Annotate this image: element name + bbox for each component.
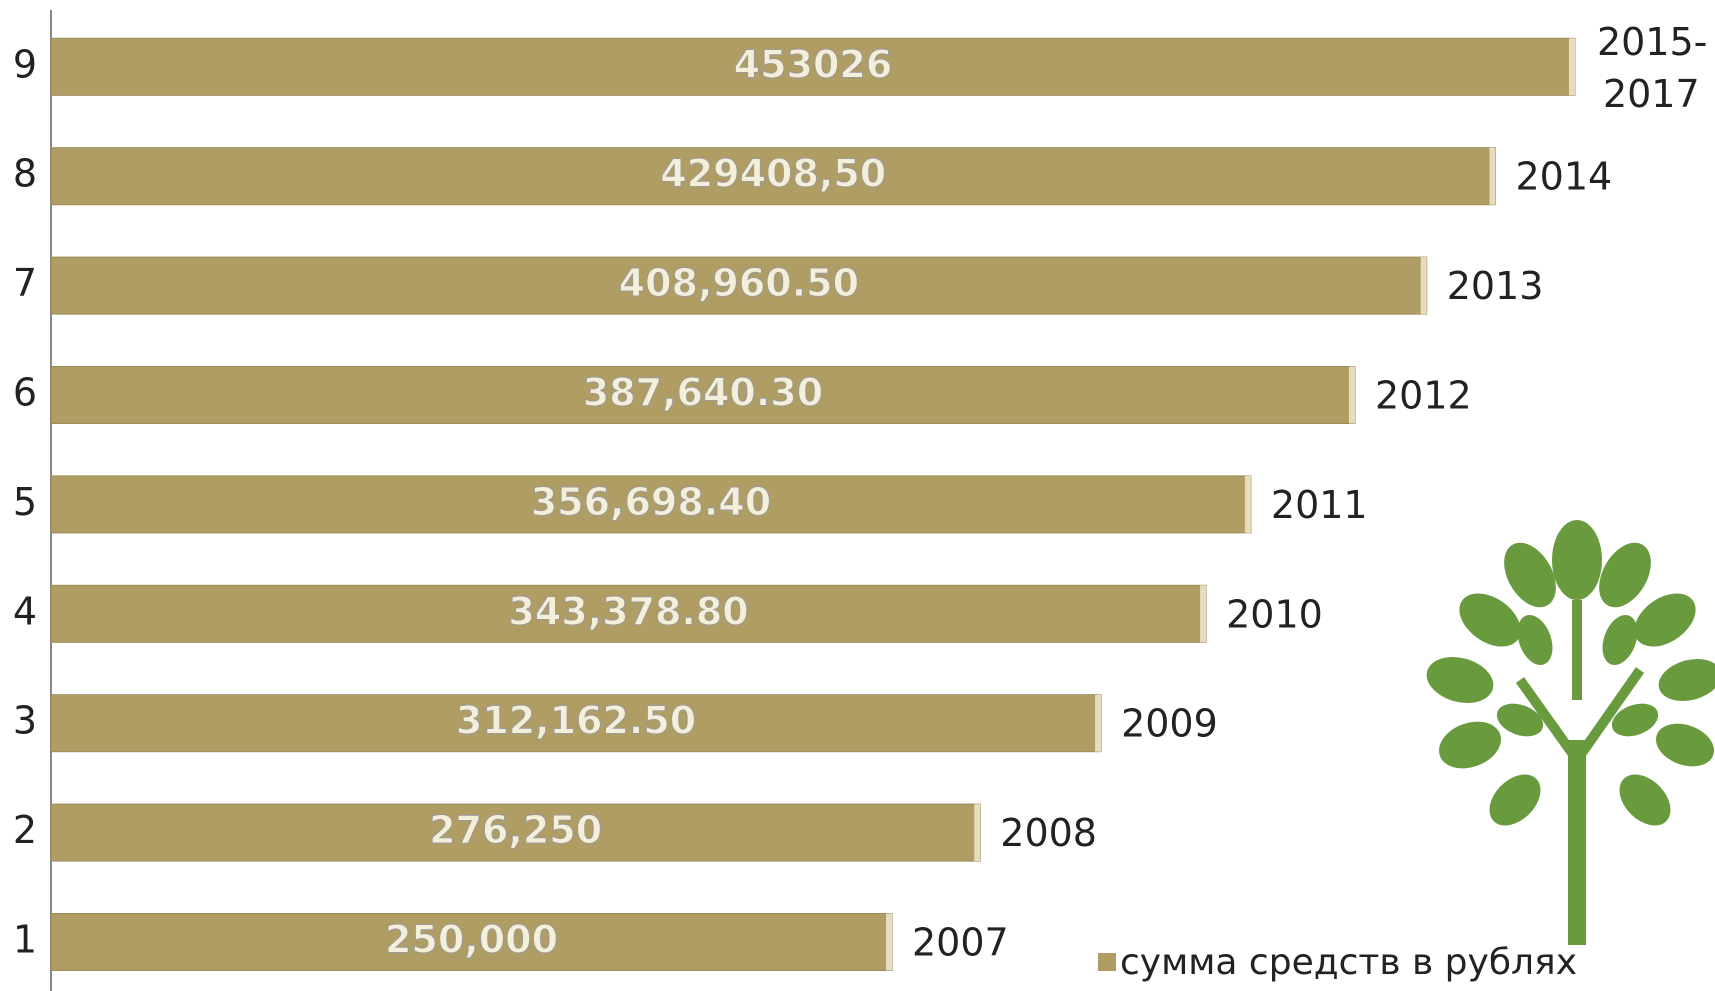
bar-highlight [1348, 366, 1355, 424]
value-label: 356,698.40 [531, 480, 771, 524]
y-tick-label: 8 [13, 152, 37, 196]
bar-highlight [885, 913, 892, 971]
y-tick-label: 4 [13, 589, 37, 633]
bar-highlight [1200, 585, 1207, 643]
bar-end-label: 2007 [912, 921, 1009, 965]
bar-end-label: 2014 [1515, 155, 1612, 199]
y-tick-label: 9 [13, 42, 37, 86]
bar-end-label: 2009 [1121, 702, 1218, 746]
value-label: 453026 [734, 42, 893, 86]
value-label: 343,378.80 [508, 589, 748, 633]
bar [50, 803, 981, 862]
y-tick-label: 2 [13, 808, 37, 852]
bar-end-label-line: 2015- [1597, 19, 1707, 63]
bar-highlight [1489, 147, 1496, 205]
bar-highlight [1568, 38, 1575, 96]
y-tick-label: 1 [13, 918, 37, 962]
legend-swatch [1098, 953, 1116, 971]
bar-end-label: 2010 [1226, 592, 1323, 636]
bar-highlight [974, 804, 981, 862]
y-tick-label: 5 [13, 480, 37, 524]
bar-end-label: 2008 [1000, 811, 1097, 855]
bar [50, 37, 1576, 96]
bar-highlight [1420, 257, 1427, 315]
value-label: 276,250 [429, 808, 602, 852]
bar [50, 694, 1102, 753]
y-tick-label: 3 [13, 699, 37, 743]
bar-end-label: 2013 [1447, 264, 1544, 308]
bar-highlight [1095, 694, 1102, 752]
bar-end-label: 2015- 2017 [1597, 19, 1707, 115]
bar [50, 913, 893, 971]
legend-label: сумма средств в рублях [1120, 942, 1577, 983]
value-label: 250,000 [385, 918, 558, 962]
value-label: 312,162.50 [456, 699, 696, 743]
bar [50, 584, 1207, 643]
bar [50, 366, 1356, 424]
tree-icon [1426, 520, 1715, 945]
bar-highlight [1244, 475, 1251, 533]
value-label: 408,960.50 [619, 261, 859, 305]
bar [50, 475, 1252, 534]
bar-end-label: 2011 [1271, 483, 1368, 527]
y-tick-label: 6 [13, 371, 37, 415]
bar-end-label: 2012 [1375, 374, 1472, 418]
bar-end-label-line: 2017 [1603, 71, 1700, 115]
bar [50, 256, 1428, 315]
value-label: 429408,50 [660, 152, 886, 196]
y-tick-label: 7 [13, 261, 37, 305]
value-label: 387,640.30 [583, 371, 823, 415]
